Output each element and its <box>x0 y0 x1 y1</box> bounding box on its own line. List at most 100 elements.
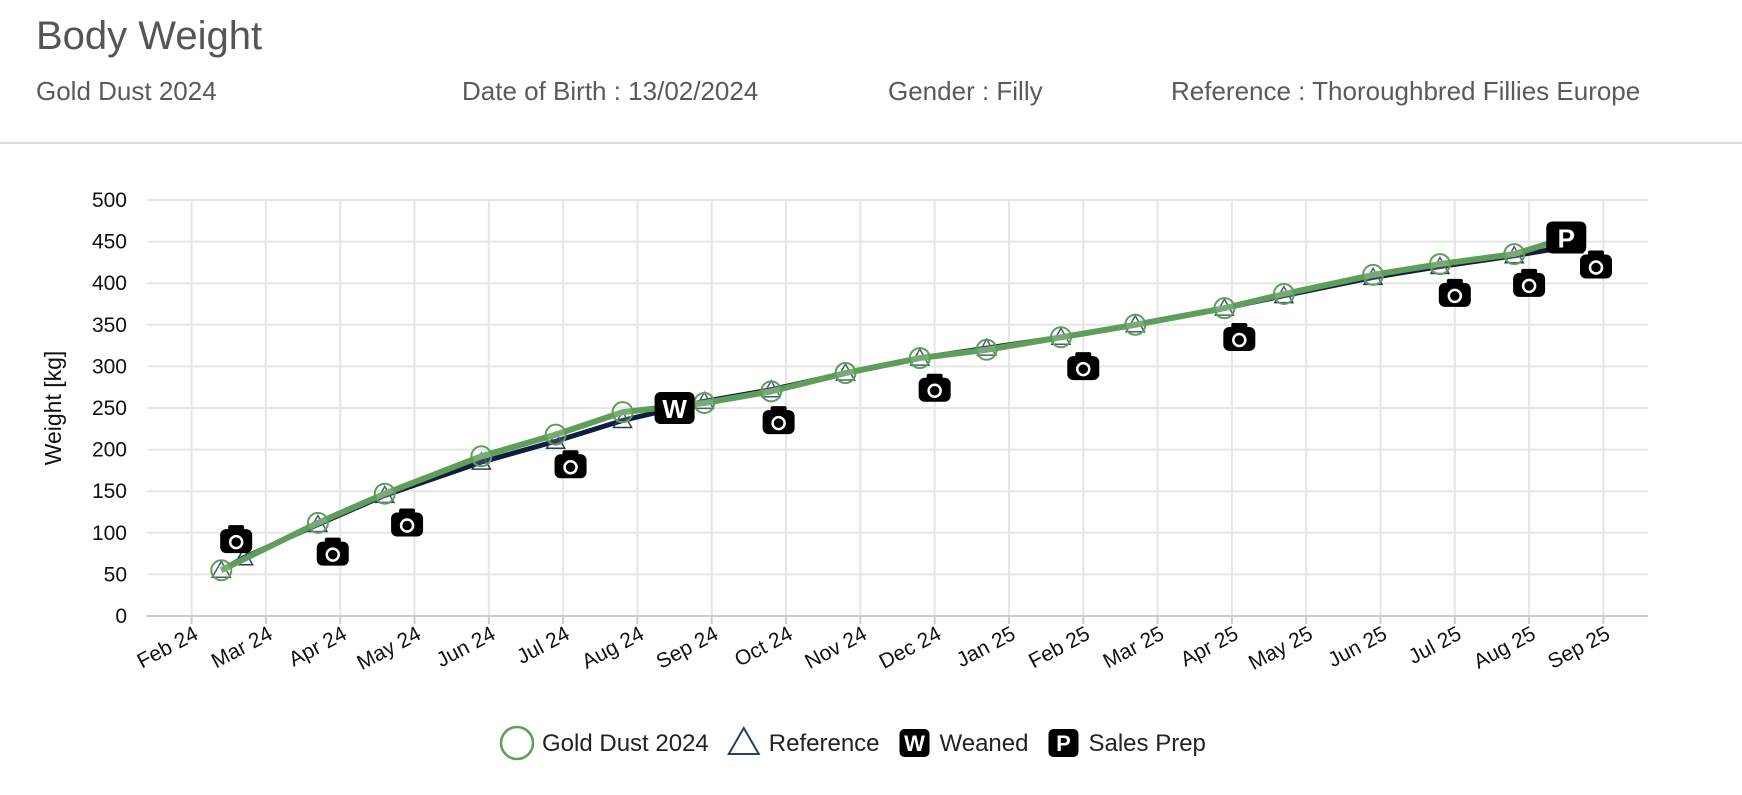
x-tick-label: Sep 24 <box>653 622 723 674</box>
x-tick-label: Nov 24 <box>801 622 871 674</box>
legend-label: Gold Dust 2024 <box>542 730 709 757</box>
y-tick-label: 0 <box>115 605 127 628</box>
event-letter: P <box>1558 223 1575 253</box>
gold-dust-point <box>1124 313 1147 336</box>
camera-icon[interactable] <box>762 406 795 435</box>
x-tick-label: Jun 24 <box>433 622 500 672</box>
x-tick-label: May 24 <box>353 622 425 675</box>
gold-dust-point <box>1213 297 1236 320</box>
gold-dust-point <box>306 511 329 534</box>
gold-dust-point <box>834 362 857 385</box>
page-title: Body Weight <box>36 14 263 58</box>
grid <box>147 199 1648 617</box>
camera-icon[interactable] <box>1223 322 1256 351</box>
legend-symbol-letter: P <box>1056 731 1071 756</box>
camera-icon[interactable] <box>1513 268 1546 297</box>
gender: Gender : Filly <box>888 76 1043 106</box>
x-tick-label: Aug 24 <box>578 622 648 674</box>
x-tick-label: Jul 25 <box>1405 622 1465 669</box>
camera-icon[interactable] <box>554 450 587 479</box>
y-tick-label: 350 <box>92 314 127 337</box>
camera-icon[interactable] <box>391 508 424 537</box>
y-tick-label: 50 <box>104 563 127 586</box>
event-letter: W <box>662 394 687 424</box>
x-tick-label: Aug 25 <box>1470 622 1540 674</box>
camera-body <box>918 377 951 402</box>
legend-label: Weaned <box>940 730 1029 757</box>
camera-body <box>554 454 587 479</box>
camera-icon[interactable] <box>918 373 951 402</box>
y-tick-label: 500 <box>92 189 127 212</box>
camera-top <box>770 406 787 413</box>
camera-lens <box>399 518 415 533</box>
legend-p-icon <box>1048 729 1079 757</box>
camera-icon[interactable] <box>1067 352 1100 381</box>
gold-dust-point <box>693 392 716 415</box>
camera-body <box>762 410 795 435</box>
y-tick-label: 450 <box>92 231 127 254</box>
camera-top <box>926 373 943 380</box>
y-tick-label: 250 <box>92 397 127 420</box>
header: Body Weight Gold Dust 2024 Date of Birth… <box>0 0 1742 144</box>
camera-top <box>324 537 341 544</box>
y-tick-label: 400 <box>92 272 127 295</box>
photo-markers[interactable]: WP <box>220 221 1612 566</box>
camera-body <box>391 512 424 537</box>
x-tick-label: Apr 25 <box>1177 622 1242 671</box>
event-badge <box>1546 221 1587 254</box>
camera-lens <box>325 547 341 562</box>
camera-lens <box>771 415 786 431</box>
x-tick-label: Oct 24 <box>731 622 797 672</box>
camera-icon[interactable] <box>220 525 253 554</box>
camera-lens <box>1232 332 1247 348</box>
camera-lens <box>1521 278 1537 294</box>
camera-lens <box>1076 361 1091 377</box>
x-tick-label: May 25 <box>1245 622 1317 675</box>
camera-icon[interactable] <box>1579 250 1612 279</box>
x-tick-label: Sep 25 <box>1544 622 1614 674</box>
x-tick-label: Apr 24 <box>285 622 351 672</box>
camera-top <box>1446 278 1463 285</box>
legend-triangle-icon <box>727 725 761 755</box>
legend: Gold Dust 2024 Reference W Weaned P Sales Pre… <box>499 725 1206 761</box>
camera-lens <box>563 459 578 475</box>
camera-lens <box>228 534 244 550</box>
reference-label: Reference : Thoroughbred Fillies Europe <box>1171 76 1641 106</box>
y-axis-label: Weight [kg] <box>40 351 66 466</box>
x-tick-label: Dec 24 <box>875 622 945 674</box>
camera-icon[interactable] <box>316 537 349 566</box>
x-tick-label: Feb 24 <box>133 622 202 673</box>
x-tick-label: Jun 25 <box>1324 622 1390 672</box>
camera-top <box>399 508 416 515</box>
gold-dust-point <box>210 559 233 582</box>
reference-point <box>545 430 566 450</box>
camera-lens <box>1447 288 1463 304</box>
camera-top <box>1231 322 1248 329</box>
legend-circle-icon <box>499 725 535 761</box>
legend-symbol-letter: W <box>904 731 925 756</box>
camera-top <box>228 525 245 532</box>
gold-dust-point <box>975 338 998 361</box>
gold-dust-point <box>611 401 634 424</box>
gold-dust-point <box>1049 326 1072 349</box>
camera-top <box>1587 250 1604 257</box>
event-marker-weaned[interactable]: W <box>654 392 695 424</box>
camera-top <box>1521 268 1538 275</box>
gold-dust-point <box>908 347 931 370</box>
gold-dust-point <box>544 423 567 446</box>
date-of-birth: Date of Birth : 13/02/2024 <box>462 76 759 106</box>
gold-dust-point <box>373 482 396 505</box>
camera-icon[interactable] <box>1438 278 1471 307</box>
camera-body <box>1513 272 1546 297</box>
event-marker-sales-prep[interactable]: P <box>1546 221 1587 254</box>
camera-body <box>220 529 253 554</box>
camera-body <box>1579 254 1612 279</box>
camera-top <box>562 450 579 457</box>
camera-lens <box>1588 260 1604 275</box>
legend-label: Sales Prep <box>1088 730 1205 757</box>
x-tick-label: Mar 25 <box>1099 622 1168 673</box>
camera-body <box>1223 326 1256 351</box>
gold-dust-point <box>470 445 493 468</box>
gold-dust-point <box>1503 243 1526 266</box>
